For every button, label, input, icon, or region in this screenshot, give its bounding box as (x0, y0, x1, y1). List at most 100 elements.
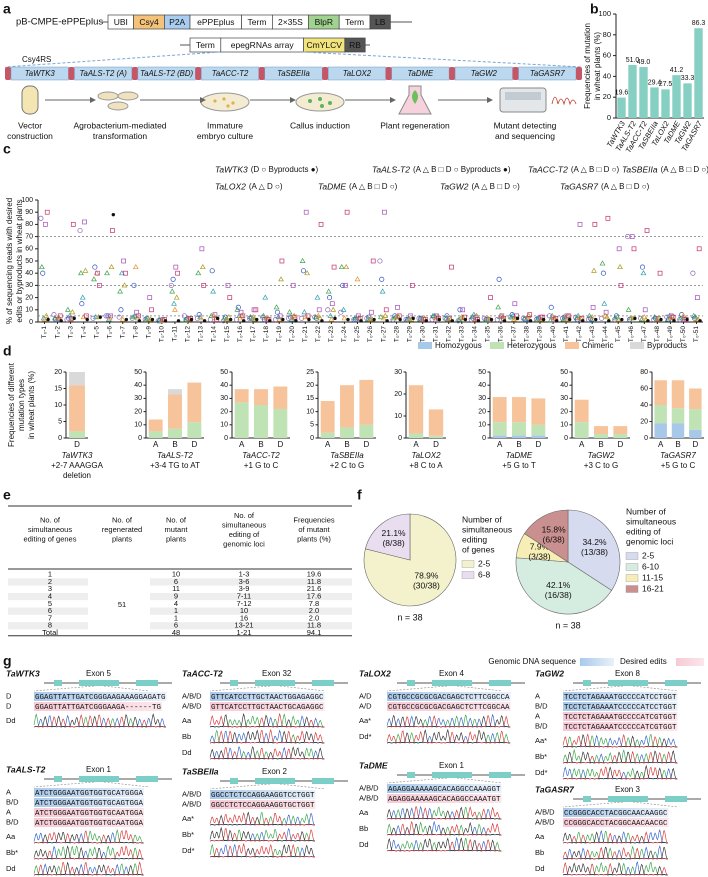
decoration (209, 829, 315, 842)
x-tick-label: T₀-13 (198, 326, 205, 342)
y-tick-label: 0 (29, 319, 33, 326)
bar-segment (148, 431, 163, 438)
x-tick-label: T₀-8 (133, 326, 140, 339)
trace-label: Bb (535, 848, 544, 857)
y-tick-label: 20 (640, 418, 648, 425)
genotype-label: A/B/D (182, 691, 202, 700)
x-tick-label: T₀-1 (41, 326, 48, 339)
trace-label: Dd (535, 864, 545, 873)
bar-segment (574, 422, 589, 438)
bar-segment (428, 409, 444, 436)
point (291, 312, 297, 318)
table-cell: 17.6 (307, 592, 322, 601)
decoration (107, 101, 129, 111)
y-tick-label: 40 (478, 382, 486, 389)
decoration (385, 67, 392, 80)
exon-label: Exon 5 (86, 669, 111, 678)
legend-swatch (625, 585, 639, 593)
count-label: (8/38) (382, 538, 404, 548)
construct-part-label: LB (375, 17, 386, 27)
point (227, 295, 233, 300)
decoration (210, 692, 325, 701)
decoration (210, 702, 325, 711)
point (210, 288, 217, 294)
decoration (562, 830, 668, 844)
point (51, 312, 57, 318)
bar-segment (428, 435, 444, 438)
x-tick-label: A (497, 440, 503, 449)
point (588, 316, 595, 322)
value-label: 19.6 (615, 89, 629, 96)
x-tick-label: T₀-27 (380, 326, 387, 342)
x-tick-label: D (692, 440, 698, 449)
point (592, 222, 598, 227)
point (199, 263, 206, 270)
table-cell: 1-21 (236, 628, 251, 637)
trace-label: Dd* (182, 846, 195, 855)
decoration (563, 712, 678, 721)
legend-label: 6-8 (478, 569, 491, 579)
decoration (632, 801, 679, 808)
decoration (8, 607, 88, 615)
bar-segment (531, 424, 546, 436)
table-cell: 94.1 (307, 628, 322, 637)
point (546, 313, 552, 319)
legend-title: editing (462, 534, 487, 544)
genotype-label: A/D (359, 701, 372, 710)
decoration (456, 685, 503, 692)
decoration (489, 680, 511, 686)
decoration (131, 67, 138, 80)
decoration (412, 90, 418, 104)
legend-label: Heterozygous (507, 341, 556, 350)
point (317, 315, 324, 321)
point (330, 306, 337, 312)
decoration (8, 578, 88, 586)
legend-title: Number of (462, 514, 502, 524)
point (512, 301, 518, 307)
point (672, 319, 676, 323)
y-tick-label: 30 (394, 369, 402, 376)
decoration (209, 685, 271, 692)
point (240, 313, 246, 319)
x-tick-label: T₀-4 (80, 326, 87, 339)
point (338, 263, 345, 270)
gene-name: TaACC-T2 (182, 668, 223, 678)
decoration (562, 801, 624, 808)
y-tick-label: 40 (603, 71, 611, 80)
decoration (386, 715, 511, 728)
point (136, 313, 141, 319)
point (225, 283, 231, 288)
table-cell: 1 (48, 570, 52, 579)
point (615, 316, 622, 322)
x-tick-label: T₀-20 (289, 326, 296, 342)
value-label: 21.1% (382, 528, 407, 538)
edit-label: +5 G to C (661, 461, 696, 470)
edit-label: +3-4 TG to AT (150, 461, 200, 470)
value-label: 86.3 (692, 20, 706, 27)
table-cell: 21.6 (307, 584, 322, 593)
decoration (8, 592, 88, 601)
decoration (563, 818, 669, 827)
decoration (34, 818, 144, 827)
construct-part (369, 14, 391, 30)
decoration (583, 680, 591, 686)
y-tick-label: 10 (560, 422, 568, 429)
bar (650, 87, 659, 118)
y-tick-label: 30 (134, 395, 142, 402)
point (149, 307, 154, 313)
bar-segment (613, 434, 628, 438)
point (370, 258, 376, 264)
decoration (103, 685, 150, 692)
step-label: Agrobacterium-mediated (73, 120, 166, 130)
point (110, 228, 115, 233)
decoration (318, 97, 322, 101)
construct-site: Csy4RS (22, 55, 51, 64)
y-tick-label: 80 (603, 30, 611, 39)
point (594, 317, 598, 322)
point (607, 319, 611, 323)
point (170, 276, 176, 282)
point (304, 270, 311, 276)
table-header: No. of (112, 515, 133, 524)
decoration (4, 51, 221, 68)
step-label: Callus induction (290, 120, 350, 130)
